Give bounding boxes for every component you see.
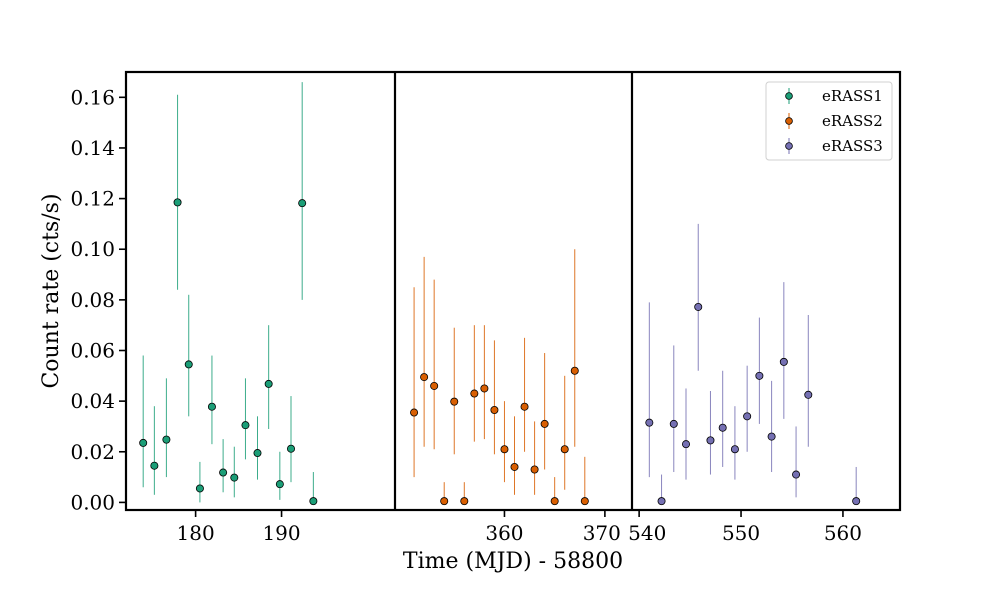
data-point-eRASS1-12 xyxy=(275,480,284,489)
data-point-eRASS2-5 xyxy=(460,497,469,506)
legend-marker-eRASS2 xyxy=(785,117,793,125)
data-point-eRASS3-5 xyxy=(706,436,715,445)
data-point-eRASS2-3 xyxy=(440,497,449,506)
marks-layer xyxy=(139,82,861,506)
data-point-eRASS2-10 xyxy=(510,462,519,471)
data-point-eRASS2-8 xyxy=(490,405,499,414)
data-point-eRASS2-11 xyxy=(520,402,529,411)
data-point-eRASS2-17 xyxy=(580,497,589,506)
data-point-eRASS1-13 xyxy=(287,444,296,453)
data-point-eRASS1-4 xyxy=(184,360,193,369)
data-point-eRASS2-13 xyxy=(540,419,549,428)
y-tick-label-2: 0.04 xyxy=(70,389,115,413)
x-tick-label-p0-1: 190 xyxy=(262,521,300,545)
legend: eRASS1 eRASS2 eRASS3 xyxy=(765,81,893,161)
data-point-eRASS1-6 xyxy=(207,402,216,411)
x-tick-label-p0-0: 180 xyxy=(177,521,215,545)
data-point-eRASS3-3 xyxy=(682,440,691,449)
legend-box xyxy=(765,81,893,161)
data-point-eRASS1-8 xyxy=(230,473,239,482)
data-point-eRASS1-9 xyxy=(241,421,250,430)
data-point-eRASS3-11 xyxy=(779,357,788,366)
x-tick-label-p1-0: 360 xyxy=(485,521,523,545)
y-tick-label-0: 0.00 xyxy=(70,490,115,514)
series-eRASS3 xyxy=(645,223,861,506)
legend-marker-eRASS1 xyxy=(785,92,793,100)
data-point-eRASS2-15 xyxy=(560,445,569,454)
data-point-eRASS1-7 xyxy=(219,468,228,477)
data-point-eRASS1-15 xyxy=(309,497,318,506)
series-eRASS1 xyxy=(139,82,318,506)
data-point-eRASS3-2 xyxy=(669,419,678,428)
data-point-eRASS2-7 xyxy=(480,384,489,393)
x-tick-label-p2-1: 550 xyxy=(722,521,760,545)
data-point-eRASS2-0 xyxy=(410,408,419,417)
data-point-eRASS3-13 xyxy=(804,390,813,399)
data-point-eRASS3-6 xyxy=(718,423,727,432)
ticks-layer: 0.00 0.02 0.04 0.06 0.08 0.10 0.12 0.14 0.16 180 1… xyxy=(70,85,862,545)
data-point-eRASS1-5 xyxy=(195,484,204,493)
data-point-eRASS3-4 xyxy=(694,302,703,311)
x-tick-label-p2-2: 560 xyxy=(824,521,862,545)
x-axis-label: Time (MJD) - 58800 xyxy=(403,549,623,574)
data-point-eRASS2-16 xyxy=(570,366,579,375)
y-tick-label-7: 0.14 xyxy=(70,136,115,160)
frame-layer xyxy=(124,70,902,512)
data-point-eRASS3-0 xyxy=(645,418,654,427)
data-point-eRASS3-7 xyxy=(730,445,739,454)
data-point-eRASS3-8 xyxy=(743,412,752,421)
data-point-eRASS1-3 xyxy=(173,198,182,207)
series-eRASS2 xyxy=(410,249,589,506)
data-point-eRASS1-1 xyxy=(150,461,159,470)
data-point-eRASS3-1 xyxy=(657,497,666,506)
plot-frame xyxy=(124,70,902,512)
data-point-eRASS3-12 xyxy=(792,470,801,479)
data-point-eRASS1-2 xyxy=(162,435,171,444)
data-point-eRASS2-12 xyxy=(530,465,539,474)
data-point-eRASS1-10 xyxy=(253,449,262,458)
data-point-eRASS3-10 xyxy=(767,432,776,441)
legend-marker-eRASS3 xyxy=(785,142,793,150)
data-point-eRASS1-14 xyxy=(298,199,307,208)
y-tick-label-8: 0.16 xyxy=(70,85,115,109)
data-point-eRASS2-1 xyxy=(420,373,429,382)
data-point-eRASS2-2 xyxy=(430,381,439,390)
data-point-eRASS2-14 xyxy=(550,497,559,506)
y-tick-label-4: 0.08 xyxy=(70,288,115,312)
data-point-eRASS1-11 xyxy=(264,379,273,388)
data-point-eRASS2-4 xyxy=(450,397,459,406)
legend-label-eRASS1: eRASS1 xyxy=(822,87,883,105)
data-point-eRASS3-9 xyxy=(755,371,764,380)
y-tick-label-3: 0.06 xyxy=(70,338,115,362)
y-tick-label-1: 0.02 xyxy=(70,440,115,464)
data-point-eRASS1-0 xyxy=(139,438,148,447)
x-tick-label-p2-0: 540 xyxy=(628,521,666,545)
y-axis-label: Count rate (cts/s) xyxy=(39,193,64,388)
x-tick-label-p1-1: 370 xyxy=(583,521,621,545)
legend-label-eRASS3: eRASS3 xyxy=(822,137,883,155)
legend-label-eRASS2: eRASS2 xyxy=(822,112,883,130)
y-tick-label-5: 0.10 xyxy=(70,237,115,261)
data-point-eRASS2-6 xyxy=(470,389,479,398)
y-tick-label-6: 0.12 xyxy=(70,187,115,211)
data-point-eRASS2-9 xyxy=(500,445,509,454)
data-point-eRASS3-14 xyxy=(852,497,861,506)
